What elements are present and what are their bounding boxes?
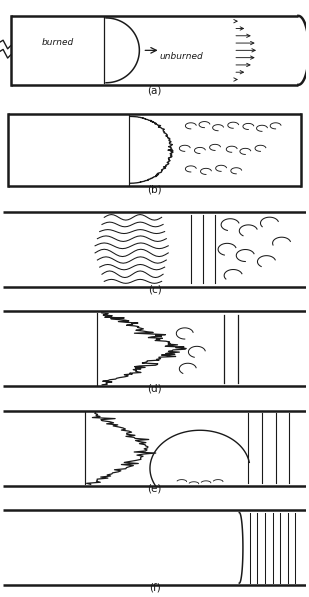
Text: (c): (c): [148, 284, 161, 294]
Text: (b): (b): [147, 185, 162, 195]
Text: unburned: unburned: [160, 52, 204, 61]
Text: (e): (e): [147, 484, 162, 493]
Text: (a): (a): [147, 85, 162, 96]
Text: (f): (f): [149, 583, 160, 593]
Text: (d): (d): [147, 384, 162, 394]
Text: burned: burned: [41, 38, 74, 47]
